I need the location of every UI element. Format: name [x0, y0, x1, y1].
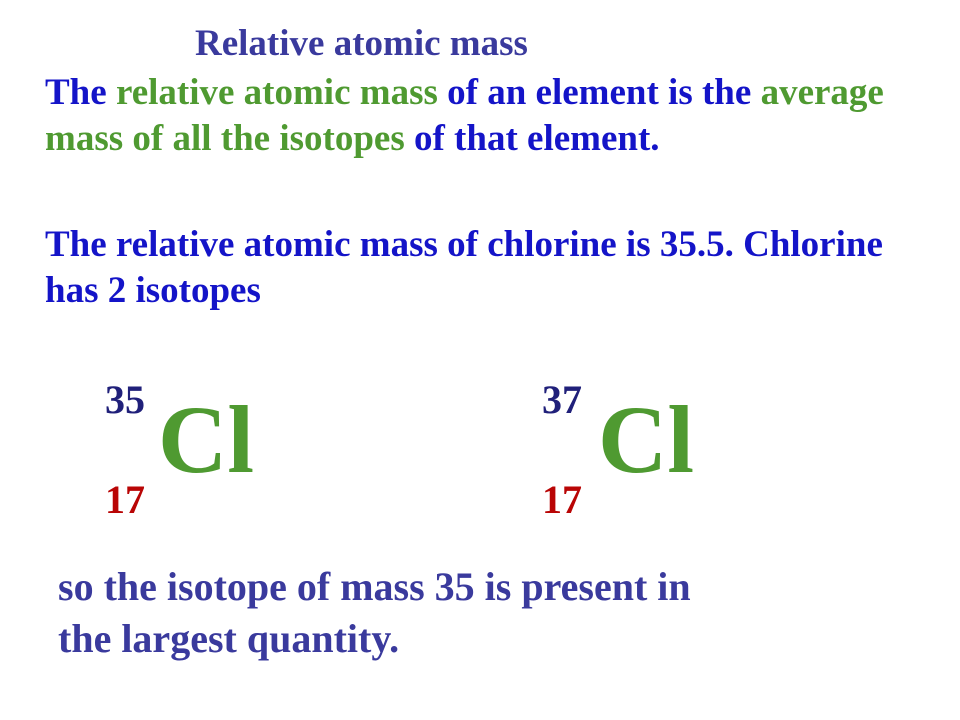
isotope-mass-number: 35	[105, 376, 145, 423]
isotope-atomic-number: 17	[105, 476, 145, 523]
isotope-symbol: Cl	[158, 384, 254, 495]
text-segment: of an element is the	[447, 72, 760, 113]
text-segment: of that element.	[414, 118, 660, 159]
isotope-atomic-number: 17	[542, 476, 582, 523]
isotope-symbol: Cl	[598, 384, 694, 495]
text-segment: The relative atomic mass of chlorine is …	[45, 224, 883, 311]
slide-title: Relative atomic mass	[195, 22, 528, 65]
text-segment: The	[45, 72, 116, 113]
conclusion-line-2: the largest quantity.	[58, 614, 908, 664]
isotope-mass-number: 37	[542, 376, 582, 423]
text-segment: relative atomic mass	[116, 72, 447, 113]
conclusion-line-1: so the isotope of mass 35 is present in	[58, 562, 908, 612]
slide: Relative atomic mass The relative atomic…	[0, 0, 960, 720]
definition-paragraph: The relative atomic mass of an element i…	[45, 70, 915, 163]
chlorine-paragraph: The relative atomic mass of chlorine is …	[45, 222, 945, 315]
